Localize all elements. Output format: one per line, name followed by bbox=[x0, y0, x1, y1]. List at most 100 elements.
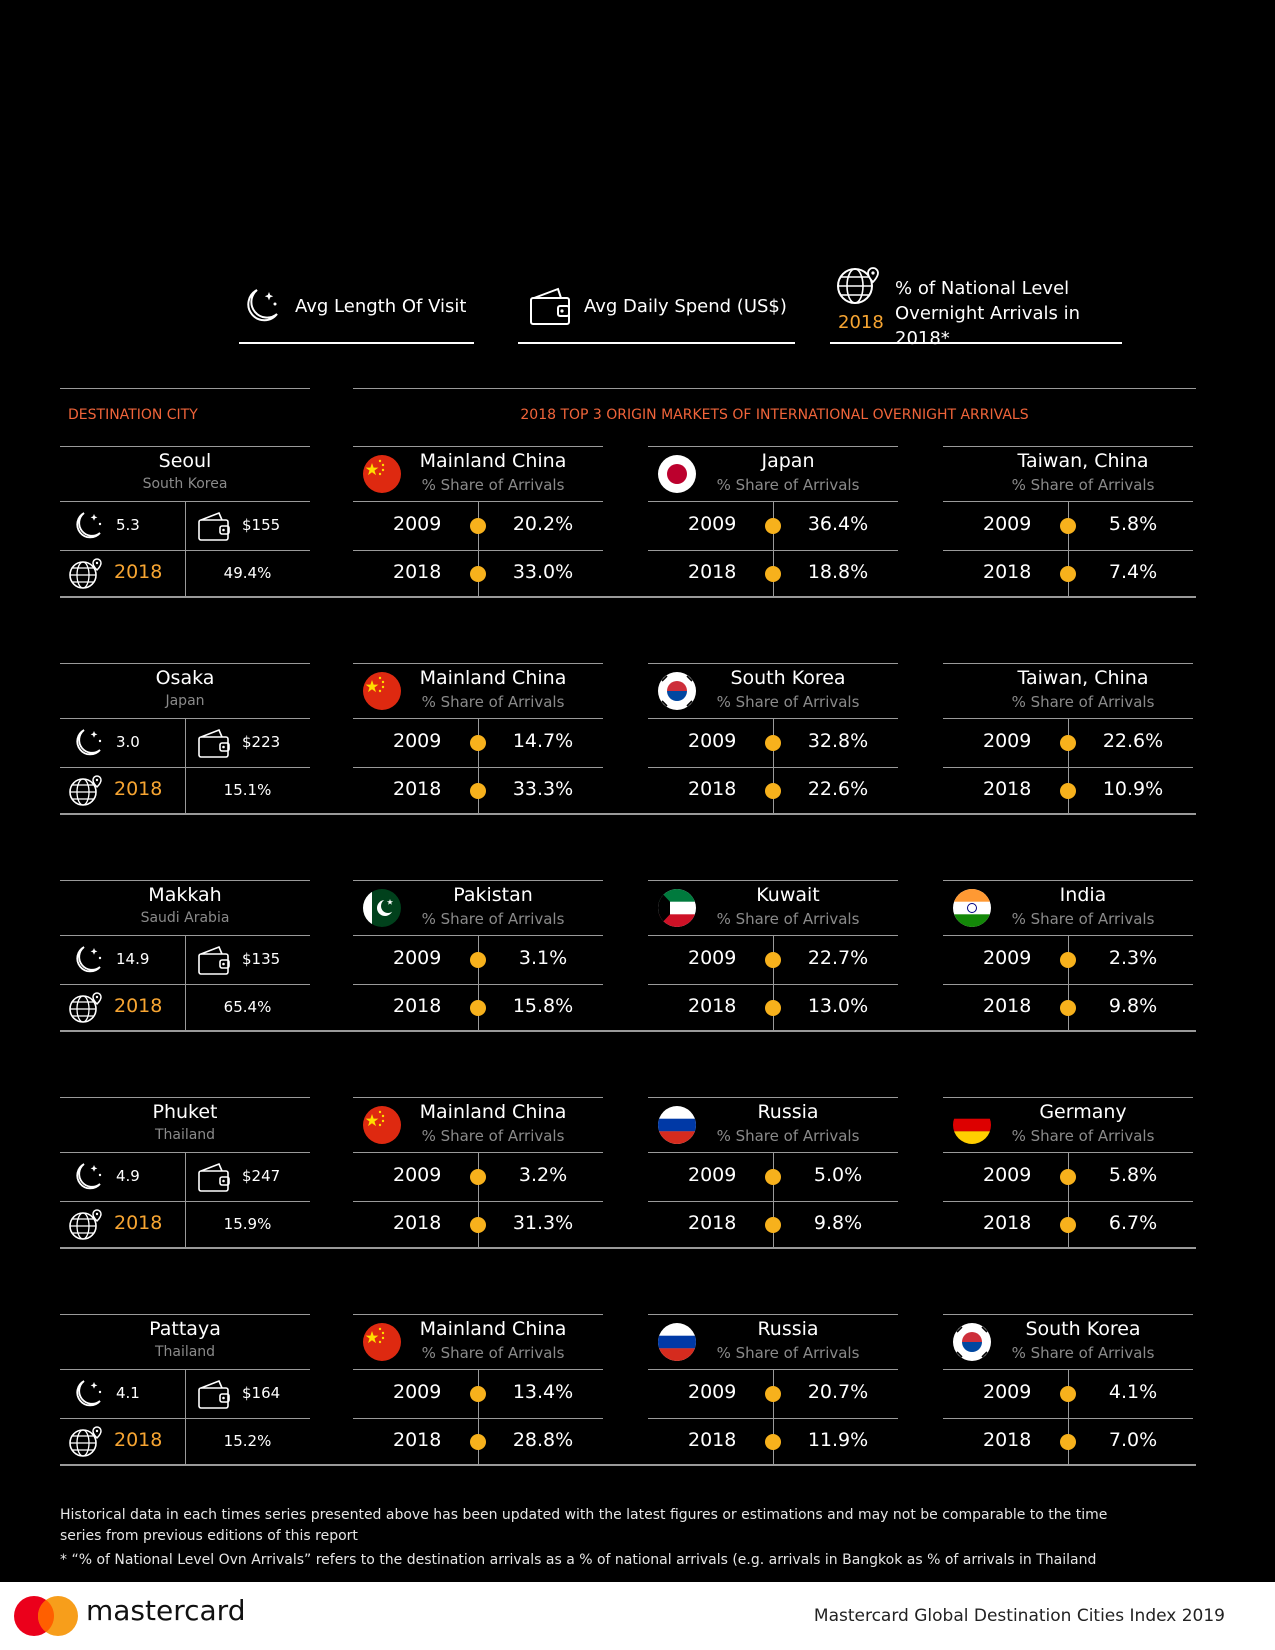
market-topline bbox=[648, 880, 898, 881]
timeline-dot bbox=[470, 1434, 486, 1450]
share-2009-value: 5.8% bbox=[1108, 1164, 1158, 1186]
timeline-dot bbox=[1060, 1169, 1076, 1185]
city-name: Makkah bbox=[148, 884, 222, 906]
national-year: 2018 bbox=[114, 561, 163, 583]
market-topline bbox=[943, 1097, 1193, 1098]
wallet-icon bbox=[196, 726, 232, 760]
market-topline bbox=[648, 446, 898, 447]
china-flag-icon bbox=[363, 455, 401, 493]
share-2018-value: 7.0% bbox=[1108, 1429, 1158, 1451]
year-label-2018: 2018 bbox=[983, 778, 1032, 800]
market-name: Kuwait bbox=[756, 884, 820, 906]
year-label-2009: 2009 bbox=[393, 1164, 442, 1186]
share-2009-value: 3.2% bbox=[518, 1164, 568, 1186]
national-share-value: 15.2% bbox=[223, 1432, 272, 1450]
market-subtitle: % Share of Arrivals bbox=[421, 1127, 565, 1145]
year-label-2018: 2018 bbox=[688, 1429, 737, 1451]
market-vdivider bbox=[773, 1369, 774, 1464]
legend-national-label-1: % of National Level bbox=[895, 278, 1070, 299]
national-year: 2018 bbox=[114, 1212, 163, 1234]
year-label-2009: 2009 bbox=[983, 947, 1032, 969]
market-name: Mainland China bbox=[419, 1101, 567, 1123]
mastercard-logo-icon bbox=[14, 1596, 78, 1636]
year-label-2009: 2009 bbox=[688, 1164, 737, 1186]
destination-header-topline bbox=[60, 388, 310, 389]
city-vdivider bbox=[185, 1152, 186, 1247]
market-name: Mainland China bbox=[419, 450, 567, 472]
market-vdivider bbox=[773, 1152, 774, 1247]
timeline-dot bbox=[765, 783, 781, 799]
timeline-dot bbox=[1060, 566, 1076, 582]
footnote-1: Historical data in each times series pre… bbox=[60, 1507, 1108, 1523]
timeline-dot bbox=[765, 1169, 781, 1185]
market-name: South Korea bbox=[1025, 1318, 1141, 1340]
timeline-dot bbox=[470, 1386, 486, 1402]
timeline-dot bbox=[470, 1169, 486, 1185]
market-subtitle: % Share of Arrivals bbox=[716, 1344, 860, 1362]
market-block: Pakistan % Share of Arrivals 2009 3.1% 2018 1… bbox=[353, 880, 603, 1030]
globe-pin-icon bbox=[68, 557, 104, 591]
share-2009-value: 2.3% bbox=[1108, 947, 1158, 969]
year-label-2018: 2018 bbox=[393, 995, 442, 1017]
korea-flag-icon bbox=[658, 672, 696, 710]
market-vdivider bbox=[1068, 1152, 1069, 1247]
row-bottom-line bbox=[60, 596, 1196, 598]
moon-stars-icon bbox=[70, 943, 106, 977]
share-2018-value: 22.6% bbox=[807, 778, 869, 800]
share-2009-value: 22.6% bbox=[1102, 730, 1164, 752]
avg-length-value: 3.0 bbox=[116, 733, 140, 751]
wallet-icon bbox=[196, 509, 232, 543]
timeline-dot bbox=[470, 735, 486, 751]
market-vdivider bbox=[478, 1369, 479, 1464]
year-label-2009: 2009 bbox=[688, 730, 737, 752]
timeline-dot bbox=[470, 518, 486, 534]
share-2018-value: 33.0% bbox=[512, 561, 574, 583]
footer: mastercard Mastercard Global Destination… bbox=[0, 1582, 1275, 1650]
market-topline bbox=[648, 663, 898, 664]
market-topline bbox=[943, 446, 1193, 447]
city-country: South Korea bbox=[142, 476, 228, 492]
market-subtitle: % Share of Arrivals bbox=[1011, 693, 1155, 711]
city-topline bbox=[60, 663, 310, 664]
russia-flag-icon bbox=[658, 1323, 696, 1361]
city-topline bbox=[60, 1097, 310, 1098]
city-name: Pattaya bbox=[149, 1318, 221, 1340]
market-name: Russia bbox=[757, 1101, 819, 1123]
year-label-2018: 2018 bbox=[393, 1429, 442, 1451]
national-year: 2018 bbox=[114, 1429, 163, 1451]
market-topline bbox=[353, 1097, 603, 1098]
korea-flag-icon bbox=[953, 1323, 991, 1361]
avg-length-value: 4.9 bbox=[116, 1167, 140, 1185]
wallet-icon bbox=[530, 287, 570, 325]
city-name: Osaka bbox=[155, 667, 215, 689]
legend-national-year: 2018 bbox=[838, 312, 884, 333]
germany-flag-icon bbox=[953, 1106, 991, 1144]
year-label-2018: 2018 bbox=[393, 561, 442, 583]
avg-spend-value: $247 bbox=[242, 1167, 281, 1185]
market-name: South Korea bbox=[730, 667, 846, 689]
share-2018-value: 28.8% bbox=[512, 1429, 574, 1451]
city-block: Seoul South Korea 5.3 $155 2018 49.4% bbox=[60, 446, 310, 596]
market-block: Kuwait % Share of Arrivals 2009 22.7% 2018 13… bbox=[648, 880, 898, 1030]
year-label-2009: 2009 bbox=[688, 1381, 737, 1403]
market-vdivider bbox=[1068, 501, 1069, 596]
market-vdivider bbox=[773, 501, 774, 596]
wallet-icon bbox=[196, 1377, 232, 1411]
market-subtitle: % Share of Arrivals bbox=[421, 910, 565, 928]
market-block: South Korea % Share of Arrivals 2009 4.1% 20… bbox=[943, 1314, 1193, 1464]
japan-flag-icon bbox=[658, 455, 696, 493]
timeline-dot bbox=[765, 1000, 781, 1016]
moon-stars-icon bbox=[247, 289, 278, 322]
market-vdivider bbox=[773, 718, 774, 813]
china-flag-icon bbox=[363, 1106, 401, 1144]
share-2009-value: 5.8% bbox=[1108, 513, 1158, 535]
timeline-dot bbox=[1060, 783, 1076, 799]
timeline-dot bbox=[765, 735, 781, 751]
market-block: Mainland China % Share of Arrivals 2009 14.… bbox=[353, 663, 603, 813]
market-block: Taiwan, China % Share of Arrivals 2009 22.6… bbox=[943, 663, 1193, 813]
market-block: Germany % Share of Arrivals 2009 5.8% 2018 6.… bbox=[943, 1097, 1193, 1247]
market-subtitle: % Share of Arrivals bbox=[716, 1127, 860, 1145]
year-label-2018: 2018 bbox=[688, 778, 737, 800]
globe-pin-icon bbox=[837, 267, 879, 304]
timeline-dot bbox=[470, 783, 486, 799]
